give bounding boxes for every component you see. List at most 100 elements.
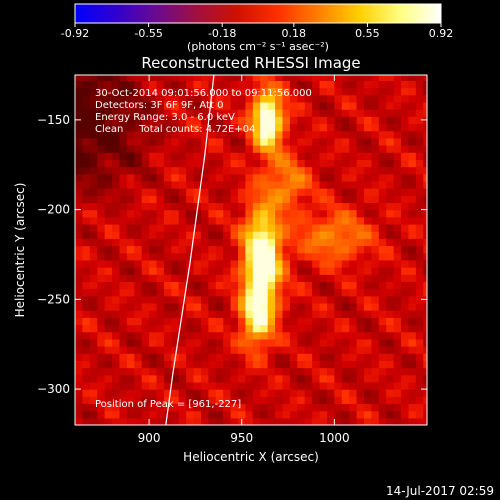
heatmap-cell: [334, 238, 343, 247]
heatmap-cell: [289, 123, 298, 132]
heatmap-cell: [119, 295, 128, 304]
heatmap-cell: [223, 188, 232, 196]
heatmap-cell: [393, 209, 402, 218]
heatmap-cell: [104, 274, 113, 283]
heatmap-cell: [252, 281, 261, 290]
heatmap-cell: [82, 152, 91, 160]
heatmap-cell: [82, 94, 91, 103]
heatmap-cell: [141, 173, 150, 182]
heatmap-cell: [82, 288, 91, 297]
heatmap-cell: [267, 180, 276, 189]
heatmap-cell: [275, 180, 284, 189]
heatmap-cell: [178, 123, 187, 132]
heatmap-cell: [334, 295, 343, 304]
heatmap-cell: [89, 310, 98, 318]
heatmap-cell: [423, 367, 427, 376]
heatmap-cell: [319, 80, 328, 89]
heatmap-cell: [193, 231, 202, 239]
heatmap-cell: [304, 417, 313, 425]
heatmap-cell: [267, 209, 276, 218]
heatmap-cell: [319, 152, 328, 160]
heatmap-cell: [341, 145, 350, 153]
heatmap-cell: [282, 346, 291, 354]
heatmap-cell: [415, 123, 424, 132]
heatmap-cell: [119, 238, 128, 247]
heatmap-cell: [297, 338, 306, 347]
heatmap-cell: [178, 252, 187, 261]
heatmap-cell: [126, 288, 135, 297]
heatmap-cell: [304, 109, 313, 117]
heatmap-cell: [230, 324, 239, 333]
heatmap-cell: [252, 195, 261, 204]
heatmap-cell: [252, 87, 261, 96]
heatmap-cell: [326, 188, 335, 196]
heatmap-cell: [289, 195, 298, 204]
heatmap-cell: [297, 94, 306, 103]
heatmap-cell: [104, 252, 113, 261]
heatmap-cell: [178, 353, 187, 361]
heatmap-cell: [326, 288, 335, 297]
heatmap-cell: [282, 145, 291, 153]
heatmap-cell: [215, 75, 224, 81]
heatmap-cell: [149, 202, 158, 211]
heatmap-cell: [200, 195, 209, 204]
heatmap-cell: [356, 360, 365, 369]
heatmap-cell: [223, 353, 232, 361]
heatmap-cell: [178, 180, 187, 189]
heatmap-cell: [275, 75, 284, 81]
heatmap-cell: [386, 360, 395, 369]
heatmap-cell: [364, 317, 373, 326]
heatmap-cell: [364, 159, 373, 168]
heatmap-cell: [312, 123, 321, 132]
heatmap-cell: [334, 231, 343, 239]
heatmap-cell: [260, 231, 269, 239]
heatmap-cell: [141, 324, 150, 333]
heatmap-cell: [149, 302, 158, 311]
heatmap-cell: [371, 166, 380, 175]
heatmap-cell: [245, 259, 254, 268]
heatmap-cell: [141, 410, 150, 419]
heatmap-cell: [304, 130, 313, 139]
heatmap-cell: [149, 259, 158, 268]
heatmap-cell: [134, 295, 143, 304]
heatmap-cell: [415, 295, 424, 304]
heatmap-cell: [401, 324, 410, 333]
heatmap-cell: [186, 252, 195, 261]
heatmap-cell: [75, 238, 84, 247]
heatmap-cell: [312, 403, 321, 412]
heatmap-cell: [163, 94, 172, 103]
heatmap-cell: [149, 137, 158, 146]
heatmap-cell: [178, 231, 187, 239]
heatmap-cell: [112, 288, 121, 297]
heatmap-cell: [119, 324, 128, 333]
heatmap-cell: [415, 302, 424, 311]
heatmap-cell: [230, 75, 239, 81]
heatmap-cell: [230, 116, 239, 125]
heatmap-cell: [186, 180, 195, 189]
heatmap-cell: [312, 238, 321, 247]
heatmap-cell: [223, 410, 232, 419]
heatmap-cell: [297, 310, 306, 318]
heatmap-cell: [326, 245, 335, 254]
heatmap-cell: [230, 374, 239, 383]
heatmap-cell: [408, 152, 417, 160]
heatmap-cell: [134, 109, 143, 117]
heatmap-cell: [163, 374, 172, 383]
heatmap-cell: [267, 360, 276, 369]
heatmap-cell: [149, 288, 158, 297]
heatmap-cell: [230, 317, 239, 326]
heatmap-cell: [230, 231, 239, 239]
heatmap-cell: [401, 331, 410, 340]
heatmap-cell: [282, 281, 291, 290]
heatmap-cell: [208, 195, 217, 204]
heatmap-cell: [200, 403, 209, 412]
heatmap-cell: [393, 223, 402, 232]
heatmap-cell: [82, 223, 91, 232]
heatmap-cell: [364, 231, 373, 239]
heatmap-cell: [82, 259, 91, 268]
heatmap-cell: [215, 353, 224, 361]
heatmap-cell: [245, 202, 254, 211]
heatmap-cell: [134, 317, 143, 326]
heatmap-cell: [126, 367, 135, 376]
heatmap-cell: [178, 101, 187, 110]
